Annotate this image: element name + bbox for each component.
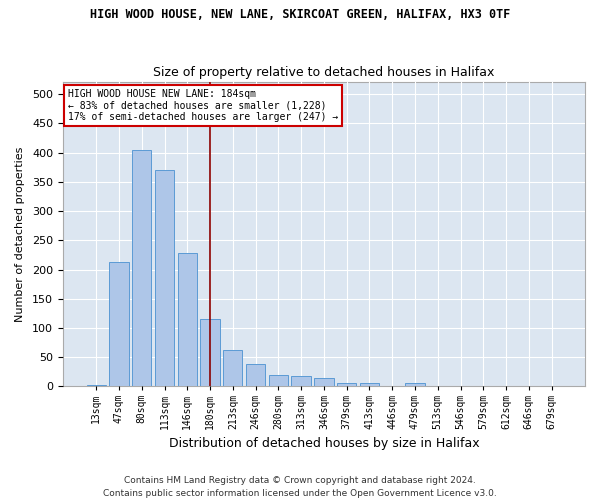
Bar xyxy=(86,384,106,386)
Bar xyxy=(155,170,174,386)
Bar xyxy=(109,262,128,386)
Bar xyxy=(360,383,379,386)
Bar xyxy=(337,383,356,386)
Bar xyxy=(132,150,151,386)
Bar xyxy=(314,378,334,386)
Bar xyxy=(292,376,311,386)
Bar xyxy=(223,350,242,387)
Bar xyxy=(200,318,220,386)
Bar xyxy=(269,376,288,386)
Text: HIGH WOOD HOUSE NEW LANE: 184sqm
← 83% of detached houses are smaller (1,228)
17: HIGH WOOD HOUSE NEW LANE: 184sqm ← 83% o… xyxy=(68,88,338,122)
Text: Contains HM Land Registry data © Crown copyright and database right 2024.
Contai: Contains HM Land Registry data © Crown c… xyxy=(103,476,497,498)
Bar xyxy=(246,364,265,386)
Title: Size of property relative to detached houses in Halifax: Size of property relative to detached ho… xyxy=(153,66,494,78)
Text: HIGH WOOD HOUSE, NEW LANE, SKIRCOAT GREEN, HALIFAX, HX3 0TF: HIGH WOOD HOUSE, NEW LANE, SKIRCOAT GREE… xyxy=(90,8,510,20)
Bar xyxy=(178,253,197,386)
Y-axis label: Number of detached properties: Number of detached properties xyxy=(15,147,25,322)
Bar xyxy=(405,383,425,386)
X-axis label: Distribution of detached houses by size in Halifax: Distribution of detached houses by size … xyxy=(169,437,479,450)
